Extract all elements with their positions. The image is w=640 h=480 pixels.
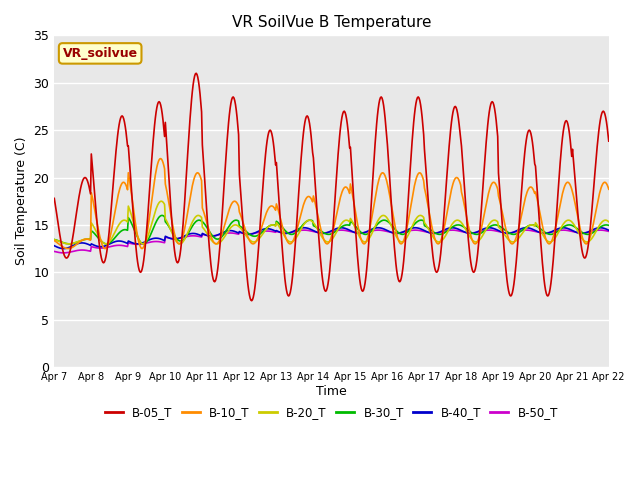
B-10_T	[65, 246, 72, 252]
Line: B-40_T: B-40_T	[54, 228, 609, 249]
B-50_T	[300, 227, 308, 233]
B-05_T	[417, 102, 424, 108]
Line: B-05_T: B-05_T	[54, 73, 609, 300]
B-05_T	[401, 251, 408, 256]
B-50_T	[60, 250, 67, 256]
B-30_T	[401, 231, 408, 237]
B-40_T	[175, 236, 182, 241]
B-50_T	[61, 250, 69, 256]
B-05_T	[51, 195, 58, 201]
B-20_T	[417, 213, 424, 218]
B-30_T	[605, 222, 612, 228]
B-10_T	[60, 245, 68, 251]
B-30_T	[175, 238, 183, 244]
B-05_T	[174, 260, 182, 265]
Line: B-50_T: B-50_T	[54, 230, 609, 253]
B-05_T	[204, 224, 212, 229]
B-05_T	[118, 113, 125, 119]
Line: B-30_T: B-30_T	[54, 216, 609, 244]
B-20_T	[60, 240, 68, 246]
B-40_T	[417, 226, 424, 232]
B-20_T	[51, 237, 58, 242]
B-40_T	[118, 239, 126, 244]
B-50_T	[175, 236, 182, 241]
B-10_T	[118, 180, 126, 186]
B-40_T	[300, 225, 308, 230]
B-20_T	[118, 218, 126, 224]
B-40_T	[51, 243, 58, 249]
B-50_T	[401, 229, 408, 235]
B-30_T	[417, 217, 424, 223]
B-10_T	[205, 226, 212, 231]
B-40_T	[60, 246, 67, 252]
B-10_T	[175, 241, 183, 247]
B-40_T	[401, 228, 408, 234]
B-20_T	[205, 233, 212, 239]
Title: VR SoilVue B Temperature: VR SoilVue B Temperature	[232, 15, 431, 30]
B-50_T	[417, 228, 424, 234]
B-40_T	[204, 233, 212, 239]
B-05_T	[248, 298, 255, 303]
B-10_T	[605, 186, 612, 192]
B-30_T	[118, 228, 126, 233]
B-20_T	[605, 219, 612, 225]
B-30_T	[205, 227, 212, 233]
Line: B-10_T: B-10_T	[54, 158, 609, 249]
B-40_T	[605, 228, 612, 233]
B-20_T	[175, 241, 183, 247]
B-30_T	[159, 213, 166, 218]
B-30_T	[66, 241, 74, 247]
B-30_T	[51, 237, 58, 242]
Y-axis label: Soil Temperature (C): Soil Temperature (C)	[15, 137, 28, 265]
B-30_T	[60, 240, 68, 246]
B-05_T	[60, 252, 68, 258]
B-10_T	[51, 238, 58, 243]
B-20_T	[65, 241, 73, 247]
Text: VR_soilvue: VR_soilvue	[63, 47, 138, 60]
B-10_T	[417, 170, 424, 176]
B-50_T	[204, 233, 212, 239]
B-20_T	[157, 198, 165, 204]
B-40_T	[61, 246, 69, 252]
Legend: B-05_T, B-10_T, B-20_T, B-30_T, B-40_T, B-50_T: B-05_T, B-10_T, B-20_T, B-30_T, B-40_T, …	[100, 402, 563, 424]
B-20_T	[401, 238, 408, 244]
X-axis label: Time: Time	[316, 384, 347, 398]
Line: B-20_T: B-20_T	[54, 201, 609, 244]
B-05_T	[605, 138, 612, 144]
B-50_T	[605, 228, 612, 234]
B-05_T	[193, 71, 200, 76]
B-10_T	[157, 156, 164, 161]
B-50_T	[51, 249, 58, 254]
B-10_T	[401, 236, 408, 241]
B-50_T	[118, 242, 126, 248]
